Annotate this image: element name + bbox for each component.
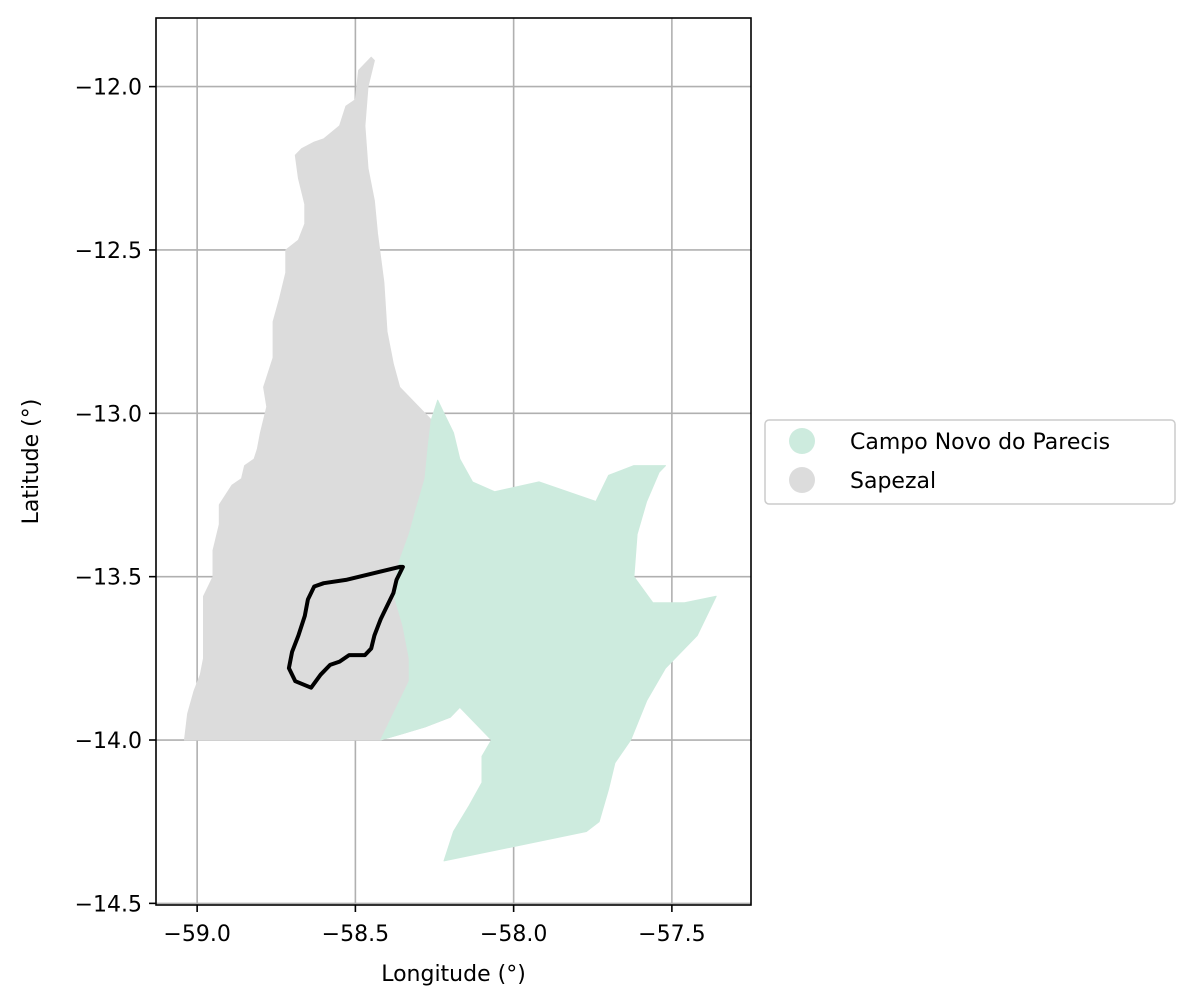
study-area-boundary (286, 564, 405, 690)
outline-layer (286, 564, 405, 690)
axes-frame (155, 17, 752, 906)
y-axis-title: Latitude (°) (19, 399, 44, 525)
y-tick-label: −14.5 (75, 892, 142, 917)
x-axis-title: Longitude (°) (381, 962, 526, 987)
region-campo-novo-do-parecis (380, 399, 717, 862)
y-tick-label: −13.5 (75, 566, 142, 591)
legend: Campo Novo do Parecis Sapezal (764, 419, 1176, 505)
legend-marker-campo-novo-do-parecis (789, 428, 815, 454)
legend-label-sapezal: Sapezal (850, 469, 936, 494)
y-tick-label: −12.0 (75, 76, 142, 101)
legend-label-campo-novo-do-parecis: Campo Novo do Parecis (850, 430, 1110, 455)
y-axis: −12.0 −12.5 −13.0 −13.5 −14.0 −14.5 (75, 76, 156, 917)
legend-marker-sapezal (789, 467, 815, 493)
x-tick-label: −59.0 (163, 922, 230, 947)
y-tick-label: −14.0 (75, 729, 142, 754)
x-tick-label: −58.0 (480, 922, 547, 947)
y-tick-label: −13.0 (75, 402, 142, 427)
x-tick-label: −57.5 (638, 922, 705, 947)
x-axis: −59.0 −58.5 −58.0 −57.5 (163, 905, 706, 947)
legend-box (764, 419, 1176, 505)
x-tick-label: −58.5 (322, 922, 389, 947)
y-tick-label: −12.5 (75, 239, 142, 264)
